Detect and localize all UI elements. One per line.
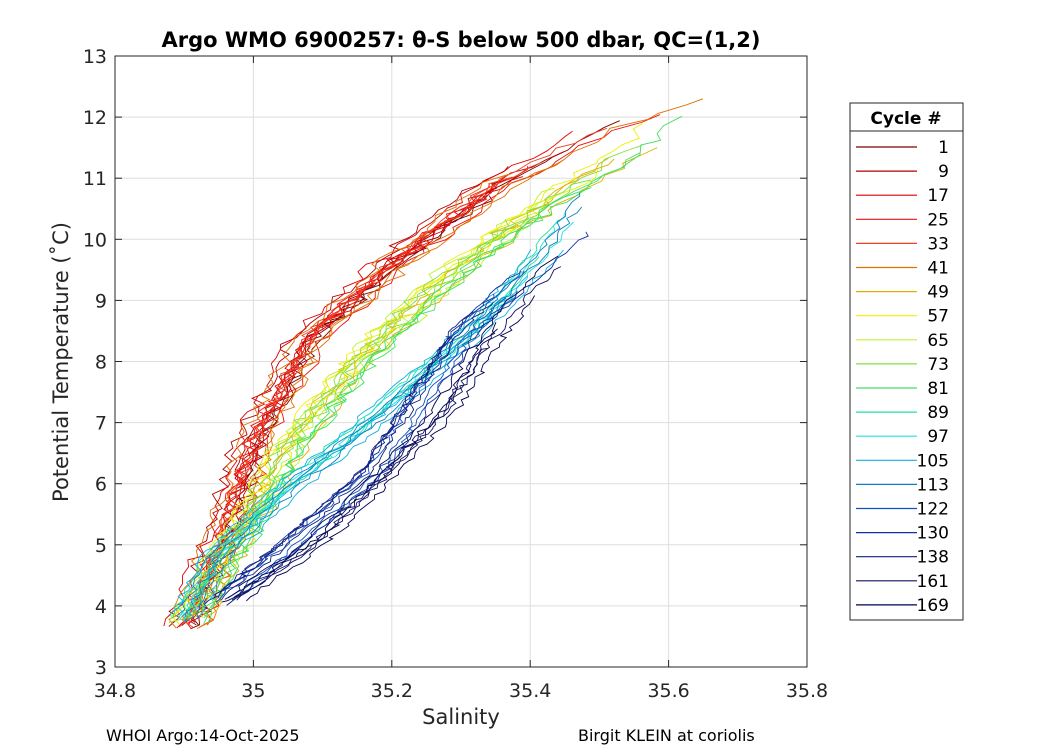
legend-label-cycle-1: 1 [938, 138, 949, 158]
chart-title: Argo WMO 6900257: θ-S below 500 dbar, QC… [162, 28, 761, 52]
x-tick-label: 35 [241, 680, 265, 702]
x-tick-label: 35.2 [371, 680, 413, 702]
y-tick-label: 6 [95, 474, 107, 496]
legend-label-cycle-97: 97 [927, 427, 949, 447]
legend-label-cycle-122: 122 [917, 500, 949, 520]
legend: Cycle # 1 9 17 25 33 41 49 57 65 73 81 89 97 105 113 12… [849, 102, 964, 621]
x-axis-label: Salinity [422, 705, 500, 729]
legend-label-cycle-161: 161 [917, 572, 949, 592]
legend-label-cycle-105: 105 [917, 451, 949, 471]
profile-line-cycle-65 [191, 195, 558, 619]
y-tick-label: 12 [83, 107, 107, 129]
legend-label-cycle-9: 9 [938, 162, 949, 182]
y-tick-label: 3 [95, 657, 107, 679]
profile-line-cycle-113 [196, 293, 517, 618]
legend-label-cycle-65: 65 [927, 331, 949, 351]
y-axis-label: Potential Temperature (˚C) [49, 222, 73, 502]
legend-label-cycle-138: 138 [917, 548, 949, 568]
y-tick-label: 13 [83, 46, 107, 68]
profile-line-cycle-113 [184, 206, 583, 617]
x-tick-label: 35.8 [786, 680, 828, 702]
profile-line-cycle-97 [176, 212, 565, 620]
y-tick-label: 7 [95, 413, 107, 435]
legend-label-cycle-130: 130 [917, 524, 949, 544]
profile-line-cycle-81 [200, 115, 683, 625]
legend-label-cycle-81: 81 [927, 379, 949, 399]
legend-box [849, 102, 964, 621]
legend-title: Cycle # [870, 109, 941, 129]
profile-line-cycle-161 [233, 328, 498, 598]
y-tick-label: 4 [95, 596, 107, 618]
profile-line-cycle-33 [181, 176, 513, 623]
x-tick-label: 35.6 [647, 680, 689, 702]
profile-line-cycle-73 [185, 179, 591, 617]
profile-line-cycle-122 [227, 297, 507, 599]
legend-label-cycle-73: 73 [927, 355, 949, 375]
profile-line-cycle-161 [226, 266, 562, 606]
profile-line-cycle-138 [220, 301, 494, 601]
y-tick-label: 10 [83, 229, 107, 251]
profile-line-cycle-81 [204, 187, 592, 618]
y-tick-label: 9 [95, 290, 107, 312]
profile-line-cycle-138 [213, 336, 452, 599]
x-tick-label: 35.4 [509, 680, 551, 702]
footer-right: Birgit KLEIN at coriolis [578, 726, 755, 745]
legend-label-cycle-33: 33 [927, 234, 949, 254]
y-tick-label: 5 [95, 535, 107, 557]
profile-line-cycle-41 [168, 173, 511, 629]
profile-line-cycle-169 [246, 295, 535, 602]
legend-label-cycle-57: 57 [927, 307, 949, 327]
legend-label-cycle-49: 49 [927, 283, 949, 303]
y-tick-label: 8 [95, 352, 107, 374]
legend-label-cycle-89: 89 [927, 403, 949, 423]
profile-line-cycle-97 [183, 221, 574, 622]
profile-line-cycle-113 [176, 192, 581, 616]
x-axis-ticks: 34.8 35 35.2 35.4 35.6 35.8 [94, 56, 828, 702]
legend-label-cycle-169: 169 [917, 596, 949, 616]
y-tick-label: 11 [83, 168, 107, 190]
legend-label-cycle-25: 25 [927, 210, 949, 230]
profile-line-cycle-138 [215, 311, 474, 597]
y-axis-ticks: 3 4 5 6 7 8 9 10 11 12 13 [83, 46, 807, 679]
legend-label-cycle-113: 113 [917, 475, 949, 495]
profile-line-cycle-97 [179, 293, 511, 620]
profile-line-cycle-81 [207, 152, 641, 624]
legend-label-cycle-41: 41 [927, 259, 949, 279]
theta-s-lines [163, 98, 704, 630]
legend-items: 1 9 17 25 33 41 49 57 65 73 81 89 97 105 113 122 130 138 1… [856, 138, 949, 616]
profile-line-cycle-169 [221, 322, 497, 603]
profile-line-cycle-41 [198, 98, 704, 628]
profile-line-cycle-105 [199, 249, 564, 619]
legend-label-cycle-17: 17 [927, 186, 949, 206]
footer-left: WHOI Argo:14-Oct-2025 [106, 726, 300, 745]
profile-line-cycle-105 [183, 275, 528, 623]
profile-line-cycle-169 [224, 255, 559, 600]
profile-line-cycle-57 [171, 200, 543, 625]
x-tick-label: 34.8 [94, 680, 136, 702]
